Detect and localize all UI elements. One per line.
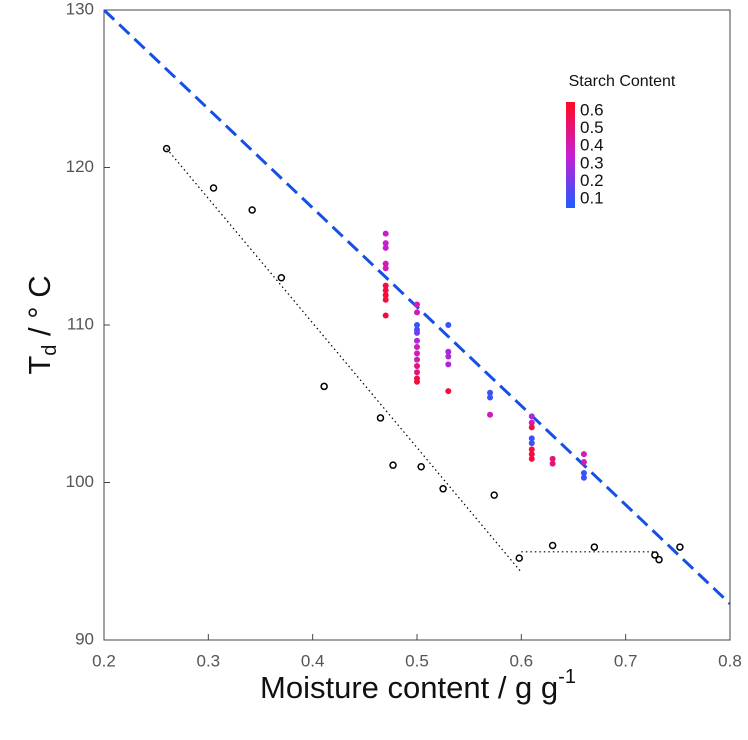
colored-point xyxy=(580,451,587,458)
y-tick-label: 120 xyxy=(66,157,94,176)
y-axis-label-sub: d xyxy=(39,345,61,356)
data-point xyxy=(676,543,684,551)
colored-point xyxy=(445,388,452,395)
colored-point xyxy=(445,348,452,355)
data-point xyxy=(162,144,171,153)
plot-frame xyxy=(103,9,731,641)
data-point xyxy=(389,461,397,469)
data-point xyxy=(548,541,557,550)
x-axis-label: Moisture content / g g-1 xyxy=(260,666,576,705)
colorbar-tick-label: 0.1 xyxy=(580,189,604,208)
colorbar-tick-label: 0.4 xyxy=(580,136,604,155)
y-tick-label: 100 xyxy=(66,472,94,491)
colored-point xyxy=(382,260,389,267)
x-axis-label-sup: -1 xyxy=(558,666,576,688)
colored-point xyxy=(528,440,535,447)
colored-point xyxy=(549,460,556,467)
data-point xyxy=(590,543,599,551)
colored-point xyxy=(414,301,420,308)
colored-point xyxy=(414,378,420,385)
colored-point xyxy=(445,361,452,368)
colored-point xyxy=(382,230,389,237)
colored-point xyxy=(445,353,452,360)
x-axis-label-text: Moisture content / g g xyxy=(260,670,558,705)
colored-point xyxy=(382,287,389,294)
colorbar xyxy=(566,102,575,208)
y-axis-label-t: T xyxy=(22,356,57,375)
colored-point xyxy=(382,312,389,319)
colorbar-tick-label: 0.3 xyxy=(580,153,604,172)
x-tick-label: 0.6 xyxy=(510,651,534,670)
x-tick-label: 0.4 xyxy=(301,651,325,670)
colored-point xyxy=(549,455,556,462)
colorbar-tick-label: 0.2 xyxy=(580,171,604,190)
colored-point xyxy=(487,394,494,401)
colored-point xyxy=(382,296,389,303)
colored-point xyxy=(528,424,535,431)
data-point xyxy=(320,382,328,391)
fit-line xyxy=(166,148,522,573)
colored-point xyxy=(487,389,494,396)
data-point xyxy=(417,463,425,471)
colored-point xyxy=(528,435,535,442)
colored-point xyxy=(382,240,389,247)
y-tick-label: 110 xyxy=(67,314,94,333)
data-point xyxy=(490,491,498,499)
colored-point xyxy=(580,459,587,466)
colored-point xyxy=(382,292,389,299)
y-tick-label: 90 xyxy=(75,629,94,648)
data-point xyxy=(209,184,218,192)
colored-point xyxy=(382,244,389,251)
data-point xyxy=(248,206,256,214)
colored-point xyxy=(528,413,535,420)
colored-point xyxy=(414,322,420,328)
colored-point xyxy=(580,474,587,481)
data-point xyxy=(277,274,286,282)
data-point xyxy=(439,485,447,493)
data-point xyxy=(376,414,385,422)
x-tick-label: 0.3 xyxy=(197,651,221,670)
colored-point xyxy=(414,337,420,344)
colorbar-title: Starch Content xyxy=(569,73,676,90)
y-tick-label: 130 xyxy=(66,0,94,18)
colored-point xyxy=(528,446,535,453)
colorbar-tick-label: 0.5 xyxy=(580,118,604,137)
x-tick-label: 0.7 xyxy=(614,651,638,670)
data-point xyxy=(651,551,659,559)
colored-point xyxy=(414,362,420,369)
colored-point xyxy=(414,356,420,363)
colored-point xyxy=(414,309,420,316)
colored-point xyxy=(528,419,535,426)
colored-point xyxy=(382,282,389,289)
colored-point xyxy=(414,329,420,336)
colored-point xyxy=(580,470,587,477)
colored-point xyxy=(528,455,535,462)
data-point xyxy=(655,555,663,564)
y-axis-label-rest: / ° C xyxy=(22,275,57,344)
colorbar-tick-label: 0.6 xyxy=(580,100,604,119)
colored-point xyxy=(414,369,420,376)
colored-point xyxy=(382,265,389,272)
x-tick-label: 0.2 xyxy=(92,651,116,670)
x-tick-label: 0.8 xyxy=(718,651,742,670)
x-tick-label: 0.5 xyxy=(405,651,429,670)
colored-point xyxy=(414,350,420,357)
colored-point xyxy=(414,344,420,351)
colored-point xyxy=(528,451,535,458)
colored-point xyxy=(445,322,452,328)
data-point xyxy=(515,554,523,562)
y-axis-label: Td / ° C xyxy=(22,275,61,374)
colored-point xyxy=(487,411,494,418)
